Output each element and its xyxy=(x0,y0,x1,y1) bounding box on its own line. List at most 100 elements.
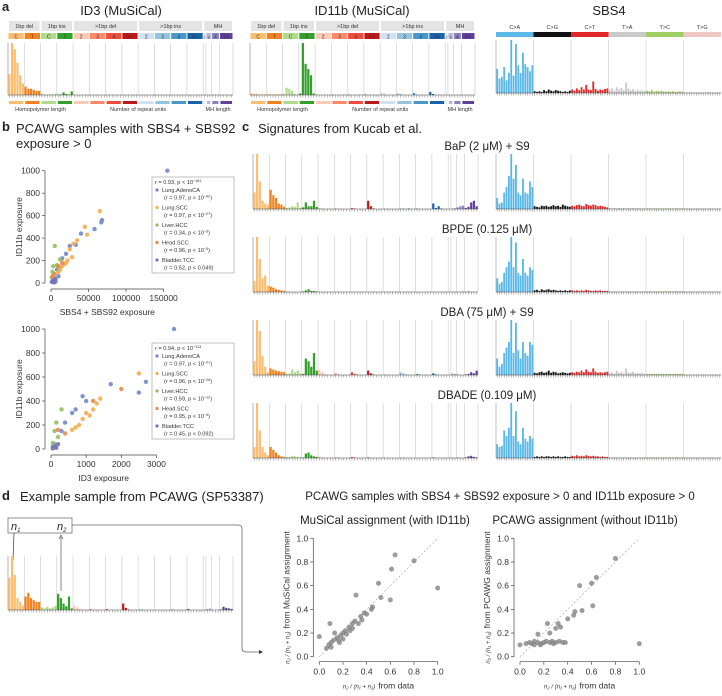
kucab-sbs-2-bar xyxy=(543,372,545,375)
kucab-sbs-1-bar xyxy=(592,290,595,292)
y-tick-label: 0.0 xyxy=(497,652,509,662)
d-scatter-1-point xyxy=(558,624,564,630)
id11b-bottom-bar xyxy=(267,101,282,104)
kucab-sbs-1-bar xyxy=(536,289,538,292)
id3-bottom-bar xyxy=(204,101,205,104)
kucab-id-0-bar xyxy=(264,203,267,209)
d-scatter-0-point xyxy=(411,558,417,564)
kucab-id-2-bar xyxy=(280,371,283,375)
id11b-bar xyxy=(250,93,253,95)
id11b-bars xyxy=(249,43,476,98)
d-left-subtitle: MuSiCal assignment (with ID11b) xyxy=(300,515,470,527)
kucab-sbs-2-bar xyxy=(526,355,529,375)
kucab-id-3-bar xyxy=(467,456,470,458)
id3-subgroup-header xyxy=(154,33,171,39)
sample-id-bar xyxy=(208,608,212,610)
kucab-id-3-bar xyxy=(255,403,259,458)
id3-subgroup-label: 2 xyxy=(203,34,206,39)
kucab-id-2-bar xyxy=(264,366,267,375)
d-scatter-0-point xyxy=(359,617,365,623)
kucab-sbs-0-bar xyxy=(582,206,585,209)
sbs4-bar xyxy=(676,91,679,93)
id3-bar xyxy=(27,88,30,95)
y-tick-label: 800 xyxy=(26,188,40,198)
kucab-sbs-0-bar xyxy=(592,204,595,209)
legend-name: Head.SCC xyxy=(162,241,189,247)
x-tick-label: 0.8 xyxy=(408,667,420,677)
scatter-b2-point xyxy=(108,382,113,387)
id3-bottom-bar xyxy=(122,101,138,104)
scatter-b1-point xyxy=(67,247,72,252)
d-scatter-1-point xyxy=(517,642,523,648)
id11b-subgroup-label: 3 xyxy=(449,34,452,39)
d-scatter-0-point xyxy=(344,631,349,637)
legend-stat: (r = 0.95, p < 10−4) xyxy=(164,413,210,420)
id3-bar xyxy=(54,93,57,95)
kucab-sbs-1-bar xyxy=(597,290,599,292)
sbs4-class-label: C>G xyxy=(547,25,558,31)
id11b-title: ID11b (MuSiCal) xyxy=(314,3,409,18)
id3-subgroup-label: 5+ xyxy=(223,34,229,40)
kucab-sbs-3-bar xyxy=(597,456,599,458)
sbs4-bar xyxy=(592,81,595,93)
sample-id-bar xyxy=(227,608,231,610)
kucab-sbs-0-bar xyxy=(536,206,538,209)
kucab-sbs-0-bar xyxy=(515,165,517,209)
legend-name: Liver.HCC xyxy=(162,223,188,229)
kucab-id-2-bar xyxy=(307,361,310,375)
id3-bottom-bar xyxy=(9,101,24,104)
arrowhead-icon xyxy=(259,650,263,654)
kucab-id-2-bar xyxy=(310,366,313,375)
stat-close: ) xyxy=(210,362,212,368)
scatter-b2-point xyxy=(55,427,61,432)
kucab-id-2-bar xyxy=(288,373,291,375)
scatter-b2-point xyxy=(50,440,55,446)
d-scatter-title: PCAWG samples with SBS4 + SBS92 exposure… xyxy=(305,491,695,503)
kucab-id-3-bar xyxy=(304,453,307,458)
kucab-id-0-bar xyxy=(318,207,321,209)
kucab-sbs-2-bar xyxy=(650,373,653,375)
sbs4-bar xyxy=(564,91,567,93)
kucab-sbs-1-bar xyxy=(590,290,592,292)
sbs4-bar xyxy=(547,89,550,93)
y-tick-label: 0 xyxy=(35,444,40,454)
id3-subgroup-label: 2 xyxy=(80,34,83,40)
kucab-sbs-1-bar xyxy=(578,290,581,292)
kucab-id-0-bar xyxy=(307,206,310,209)
kucab-sbs-0-bar xyxy=(590,205,592,209)
n1-pointer xyxy=(12,532,15,561)
sample-id-bar xyxy=(70,608,73,610)
kucab-sbs-1-bar xyxy=(531,270,534,292)
sample-id-bar xyxy=(65,606,68,610)
scatter-b1-point xyxy=(78,231,84,236)
id3-bottom-bar xyxy=(187,101,203,104)
fraction: n₂ / (n₁ + n₂) xyxy=(285,631,291,663)
kucab-sbs-2-bar xyxy=(545,372,548,375)
d-scatter-0-point xyxy=(350,621,355,626)
sample-id-bar xyxy=(10,556,14,610)
kucab-sbs-3-bar xyxy=(580,455,583,458)
scatter-b2-point xyxy=(62,431,68,436)
id3-bar xyxy=(40,93,43,95)
sbs4-class-bar xyxy=(646,32,684,37)
id11b-subgroup-header xyxy=(429,33,445,39)
sbs4-bar xyxy=(568,90,571,93)
d-right-subtitle: PCAWG assignment (without ID11b) xyxy=(492,515,678,527)
kucab-id-2-bars xyxy=(252,320,479,378)
sbs4-bar xyxy=(620,87,623,93)
id11b-subgroup-header xyxy=(364,33,380,39)
kucab-id-0-bar xyxy=(456,207,459,209)
sample-id-bar xyxy=(73,605,76,610)
stat-text: (r = 0.95, p < 10 xyxy=(164,414,204,420)
overall-exp: −181 xyxy=(193,179,202,183)
sample-id-bar xyxy=(67,596,71,610)
y-tick-label: 1000 xyxy=(21,166,40,176)
kucab-sbs-2-bar xyxy=(496,358,499,375)
kucab-sbs-0-bar xyxy=(552,205,555,209)
scatter-b1-point xyxy=(84,232,90,237)
kucab-id-2-bar xyxy=(269,368,272,375)
kucab-sbs-2-bar xyxy=(627,372,630,375)
kucab-sbs-2-bar xyxy=(594,371,597,375)
kucab-id-3-bar xyxy=(283,456,286,458)
